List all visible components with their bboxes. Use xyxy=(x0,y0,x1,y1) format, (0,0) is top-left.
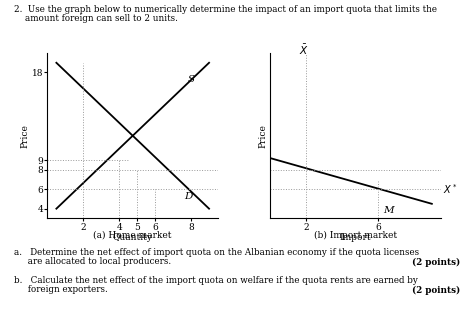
X-axis label: Import: Import xyxy=(340,233,371,242)
Y-axis label: Price: Price xyxy=(20,124,29,148)
Text: M: M xyxy=(383,206,394,215)
Text: 2.  Use the graph below to numerically determine the impact of an import quota t: 2. Use the graph below to numerically de… xyxy=(14,5,437,14)
Y-axis label: Price: Price xyxy=(258,124,267,148)
Text: (2 points): (2 points) xyxy=(411,257,460,266)
Text: S: S xyxy=(188,75,195,84)
Text: (2 points): (2 points) xyxy=(411,285,460,295)
Text: b.   Calculate the net effect of the import quota on welfare if the quota rents : b. Calculate the net effect of the impor… xyxy=(14,276,418,285)
Text: amount foreign can sell to 2 units.: amount foreign can sell to 2 units. xyxy=(14,14,178,23)
Text: (a) Home market: (a) Home market xyxy=(93,231,172,240)
Text: $X^*$: $X^*$ xyxy=(443,182,457,196)
Text: $\bar{X}$: $\bar{X}$ xyxy=(299,43,308,57)
Text: foreign exporters.: foreign exporters. xyxy=(14,285,108,295)
Text: (b) Import market: (b) Import market xyxy=(314,231,397,240)
Text: D: D xyxy=(184,192,192,201)
Text: a.   Determine the net effect of import quota on the Albanian economy if the quo: a. Determine the net effect of import qu… xyxy=(14,248,419,257)
Text: are allocated to local producers.: are allocated to local producers. xyxy=(14,257,171,266)
X-axis label: Quantity: Quantity xyxy=(113,233,153,242)
